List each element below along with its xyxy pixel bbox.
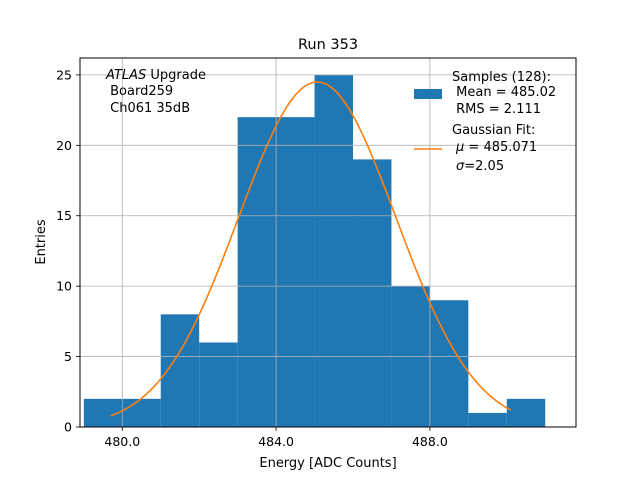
annotation-upgrade: Upgrade (146, 68, 206, 83)
annotation-channel: Ch061 35dB (106, 101, 190, 116)
y-tick-label: 10 (56, 279, 72, 294)
legend-samples-line-2: Mean = 485.02 (452, 85, 556, 100)
legend-fit-sigma: σ=2.05 (456, 159, 504, 174)
legend-sigma-symbol: σ (456, 159, 465, 174)
histogram-bar (468, 412, 507, 427)
legend-sigma-value: =2.05 (464, 159, 504, 174)
legend-samples-line-3: RMS = 2.111 (452, 102, 541, 117)
histogram-bar (237, 117, 277, 427)
legend-mu-value: = 485.071 (464, 140, 537, 155)
annotation-atlas: ATLAS (105, 68, 146, 83)
y-tick-label: 20 (56, 138, 72, 153)
x-axis-label: Energy [ADC Counts] (259, 456, 396, 471)
chart-title: Run 353 (298, 37, 358, 53)
gaussian-fit-line (110, 81, 512, 417)
legend-fit-mu: μ = 485.071 (455, 140, 537, 155)
y-axis-ticks: 0 5 10 15 20 25 (56, 67, 80, 435)
y-tick-label: 15 (56, 208, 72, 223)
bars-layer (83, 74, 546, 428)
histogram-bar (276, 117, 315, 427)
legend-fit-line-1: Gaussian Fit: (452, 123, 535, 138)
annotation-line-1: ATLAS Upgrade (105, 68, 206, 83)
fit-layer (110, 81, 512, 417)
x-axis-ticks: 480.0 484.0 488.0 (104, 427, 448, 449)
x-tick-label: 480.0 (104, 434, 140, 449)
histogram-bar (352, 159, 392, 427)
y-tick-label: 0 (64, 420, 72, 435)
legend-samples-line-1: Samples (128): (452, 70, 551, 85)
legend-mu-symbol: μ (455, 140, 464, 155)
plot-area-frame (79, 57, 577, 428)
y-axis-label: Entries (34, 219, 49, 265)
y-tick-label: 5 (64, 349, 72, 364)
annotation-board: Board259 (106, 84, 173, 99)
histogram-bar (199, 342, 238, 427)
histogram-bar (122, 398, 161, 427)
x-tick-label: 484.0 (258, 434, 294, 449)
x-tick-label: 488.0 (412, 434, 448, 449)
histogram-bar (506, 398, 546, 427)
legend: Samples (128): Mean = 485.02 RMS = 2.111… (414, 70, 556, 174)
atlas-annotation: ATLAS Upgrade Board259 Ch061 35dB (105, 68, 206, 116)
legend-samples-swatch (414, 89, 442, 99)
histogram-bar (314, 74, 353, 428)
y-tick-label: 25 (56, 67, 72, 82)
